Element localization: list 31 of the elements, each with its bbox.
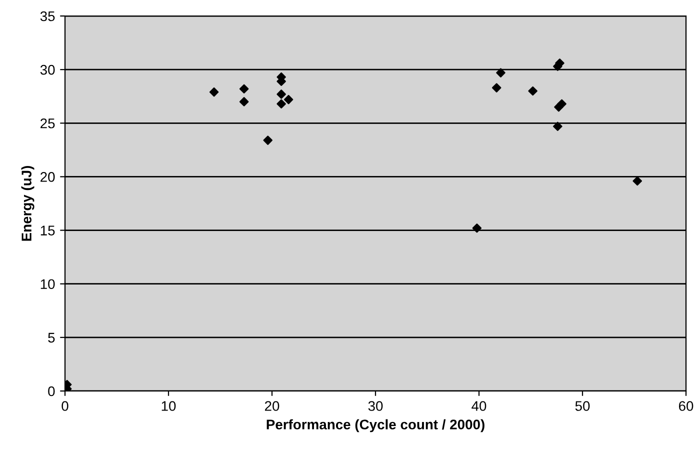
- x-axis-title: Performance (Cycle count / 2000): [266, 419, 484, 432]
- y-tick-label: 35: [40, 11, 55, 22]
- x-tick-label: 0: [62, 401, 68, 411]
- y-tick-label: 10: [40, 279, 55, 290]
- point: [492, 83, 502, 92]
- x-tick-label: 50: [575, 401, 590, 411]
- point: [553, 122, 562, 131]
- point: [276, 90, 286, 99]
- point: [239, 84, 249, 94]
- x-tick-label: 40: [472, 401, 486, 411]
- y-tick-label: 5: [48, 332, 55, 343]
- point: [557, 99, 566, 108]
- y-tick-label: 0: [48, 386, 55, 396]
- point: [632, 176, 642, 186]
- point: [263, 136, 272, 145]
- point: [276, 99, 286, 108]
- x-tick-label: 20: [264, 401, 280, 411]
- y-tick-label: 15: [40, 226, 55, 236]
- point: [209, 87, 219, 97]
- y-tick-label: 25: [40, 118, 55, 128]
- point: [239, 97, 249, 106]
- x-tick-label: 30: [368, 401, 383, 411]
- point: [528, 86, 538, 96]
- x-tick-label: 60: [678, 401, 694, 411]
- point: [496, 68, 506, 78]
- y-tick-label: 20: [40, 172, 55, 182]
- y-axis-title: Energy (uJ): [21, 166, 34, 241]
- point: [284, 94, 294, 104]
- point: [472, 224, 482, 233]
- x-tick-label: 10: [162, 401, 176, 411]
- y-tick-label: 30: [40, 64, 55, 75]
